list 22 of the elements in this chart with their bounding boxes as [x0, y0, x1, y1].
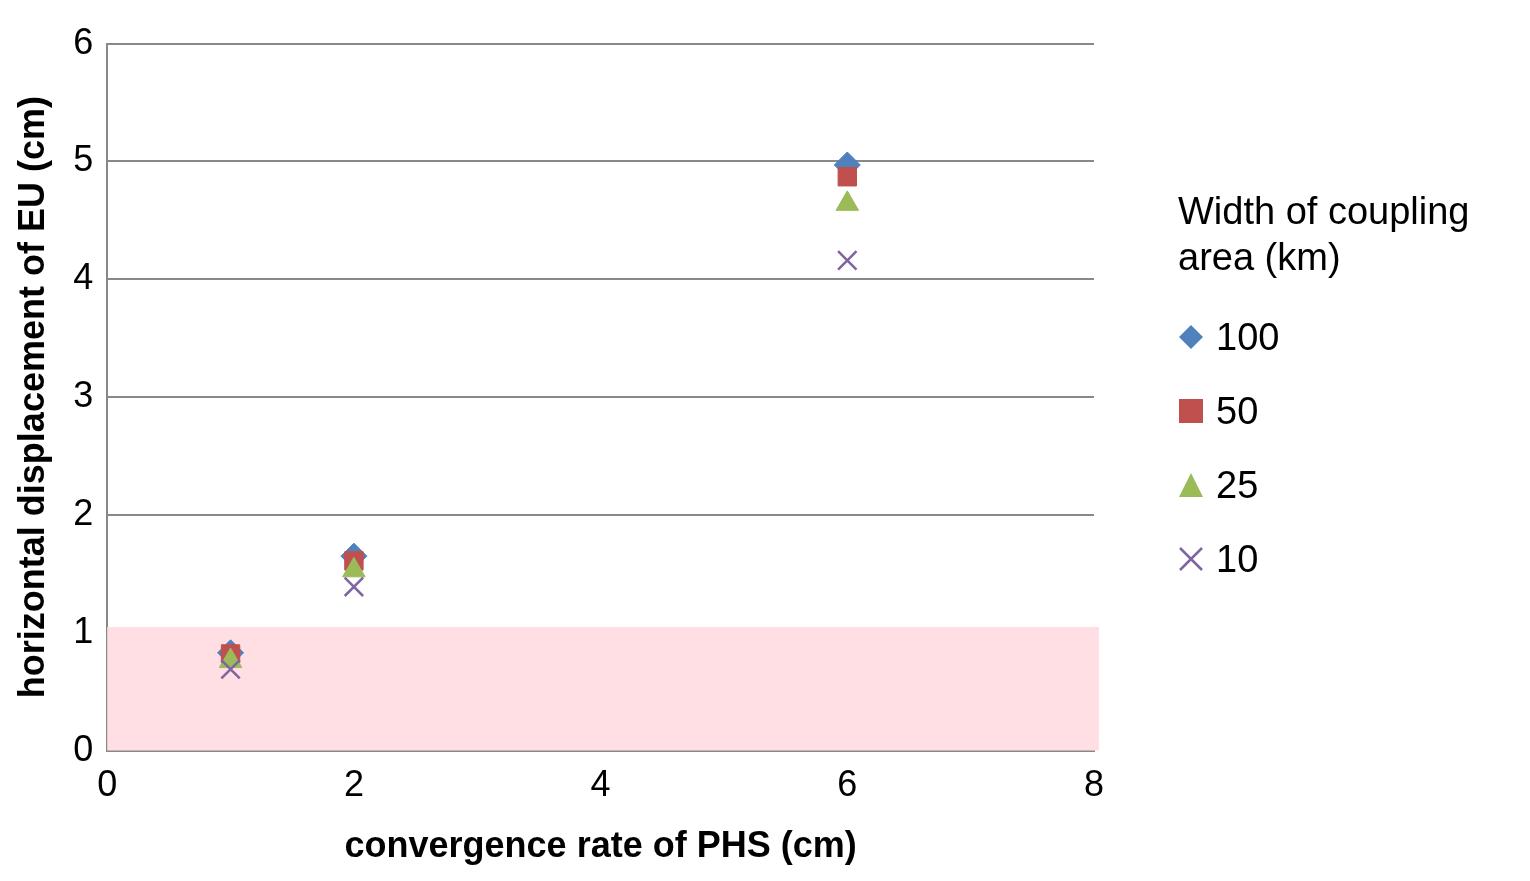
point: [836, 249, 858, 271]
x-axis-title: convergence rate of PHS (cm): [344, 824, 857, 866]
y-tick-label: 4: [73, 256, 94, 298]
legend-label: 10: [1216, 537, 1259, 581]
point: [220, 658, 242, 680]
y-tick-label: 1: [73, 609, 94, 651]
point: [343, 576, 365, 598]
x-tick-label: 8: [1083, 763, 1104, 805]
y-axis-title: horizontal displacement of EU (cm): [10, 96, 52, 699]
legend-label: 25: [1216, 463, 1259, 507]
y-tick-label: 2: [73, 491, 94, 533]
y-tick-label: 5: [73, 138, 94, 180]
y-tick-label: 0: [73, 727, 94, 769]
legend-title: Width of coupling area (km): [1178, 189, 1471, 280]
x-tick-label: 6: [837, 763, 858, 805]
y-tick-label: 6: [73, 20, 94, 62]
x-tick-label: 4: [590, 763, 611, 805]
x-tick-label: 2: [343, 763, 364, 805]
legend-label: 100: [1216, 315, 1280, 359]
legend-label: 50: [1216, 389, 1259, 433]
y-tick-label: 3: [73, 374, 94, 416]
point: [837, 167, 857, 187]
